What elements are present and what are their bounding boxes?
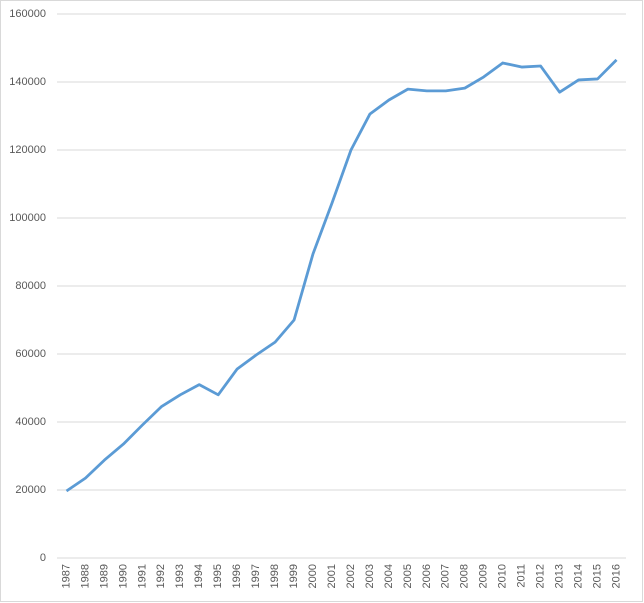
- y-tick-label: 160000: [9, 8, 46, 20]
- x-tick-label: 2005: [402, 564, 414, 588]
- x-tick-label: 1988: [79, 564, 91, 588]
- x-tick-label: 1991: [136, 564, 148, 588]
- y-tick-label: 100000: [9, 212, 46, 224]
- x-tick-label: 1993: [174, 564, 186, 588]
- y-tick-label: 0: [40, 552, 46, 564]
- x-tick-label: 2001: [326, 564, 338, 588]
- x-tick-label: 2016: [610, 564, 622, 588]
- x-tick-label: 1990: [117, 564, 129, 588]
- x-tick-label: 2000: [307, 564, 319, 588]
- data-line: [65, 58, 618, 493]
- x-tick-label: 2014: [572, 564, 584, 588]
- x-tick-label: 1996: [231, 564, 243, 588]
- x-tick-label: 1999: [288, 564, 300, 588]
- x-tick-label: 2004: [383, 564, 395, 588]
- y-tick-label: 140000: [9, 76, 46, 88]
- x-tick-label: 1995: [212, 564, 224, 588]
- x-tick-label: 1998: [269, 564, 281, 588]
- x-tick-label: 2007: [440, 564, 452, 588]
- x-tick-label: 2015: [591, 564, 603, 588]
- y-tick-label: 80000: [15, 280, 46, 292]
- y-tick-label: 60000: [15, 348, 46, 360]
- x-tick-label: 2003: [364, 564, 376, 588]
- x-tick-label: 2008: [459, 564, 471, 588]
- x-tick-label: 2012: [535, 564, 547, 588]
- x-tick-label: 2010: [497, 564, 509, 588]
- x-tick-label: 2011: [516, 564, 528, 588]
- x-tick-label: 1997: [250, 564, 262, 588]
- x-tick-label: 2002: [345, 564, 357, 588]
- y-tick-label: 40000: [15, 416, 46, 428]
- x-tick-label: 2013: [554, 564, 566, 588]
- x-tick-label: 1987: [60, 564, 72, 588]
- x-tick-label: 1994: [193, 564, 205, 588]
- x-tick-label: 1992: [155, 564, 167, 588]
- y-tick-label: 20000: [15, 484, 46, 496]
- y-tick-label: 120000: [9, 144, 46, 156]
- x-tick-label: 1989: [98, 564, 110, 588]
- x-tick-label: 2009: [478, 564, 490, 588]
- x-tick-label: 2006: [421, 564, 433, 588]
